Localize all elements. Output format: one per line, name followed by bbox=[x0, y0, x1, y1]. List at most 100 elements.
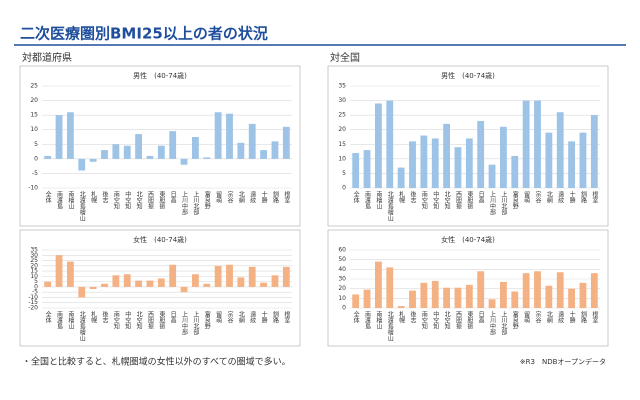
bar bbox=[352, 294, 360, 308]
bar bbox=[44, 281, 52, 287]
x-tick-label: 根室 bbox=[591, 310, 598, 323]
bar bbox=[214, 112, 222, 159]
y-tick-label: -20 bbox=[28, 305, 38, 312]
bar bbox=[169, 131, 177, 159]
x-tick-label: 西胆振 bbox=[454, 311, 461, 330]
slide-title: 二次医療圏別BMI25以上の者の状況 bbox=[20, 25, 268, 43]
x-tick-label: 上川中部 bbox=[181, 310, 188, 336]
x-tick-label: 上川北部 bbox=[500, 190, 507, 216]
bar bbox=[511, 155, 519, 188]
x-tick-label: 札幌 bbox=[90, 190, 97, 204]
x-tick-label: 上川中部 bbox=[181, 190, 188, 216]
y-tick-label: 0 bbox=[342, 185, 346, 192]
y-tick-label: -5 bbox=[32, 170, 38, 177]
bar bbox=[123, 145, 131, 159]
bar bbox=[44, 155, 52, 159]
x-tick-label: 宗谷 bbox=[534, 190, 541, 204]
bar bbox=[226, 264, 233, 287]
bar bbox=[477, 271, 485, 308]
bar bbox=[203, 157, 211, 159]
x-tick-label: 宗谷 bbox=[534, 310, 541, 324]
y-tick-label: 5 bbox=[342, 170, 346, 177]
y-tick-label: 20 bbox=[338, 285, 346, 292]
x-tick-label: 根室 bbox=[283, 310, 290, 323]
bar bbox=[271, 275, 279, 287]
x-tick-label: 日高 bbox=[477, 311, 484, 324]
x-tick-label: 全体 bbox=[44, 190, 51, 204]
x-tick-label: 富良野 bbox=[511, 310, 518, 329]
y-tick-label: 10 bbox=[338, 155, 346, 162]
x-tick-label: 北空知 bbox=[443, 190, 450, 210]
bar bbox=[67, 112, 74, 159]
x-tick-label: 後志 bbox=[409, 310, 416, 323]
x-tick-label: 西胆振 bbox=[146, 311, 153, 330]
x-tick-label: 北網 bbox=[237, 190, 244, 204]
x-tick-label: 十勝 bbox=[568, 310, 575, 324]
bar bbox=[192, 274, 199, 287]
y-tick-label: 0 bbox=[342, 305, 346, 312]
bar bbox=[260, 282, 267, 287]
x-tick-label: 留萌 bbox=[215, 190, 222, 204]
x-tick-label: 東胆振 bbox=[158, 190, 165, 210]
bar bbox=[192, 137, 199, 159]
x-tick-label: 日高 bbox=[169, 191, 176, 204]
y-tick-label: 30 bbox=[30, 252, 38, 259]
y-tick-label: 15 bbox=[30, 268, 38, 275]
bar bbox=[260, 150, 267, 159]
y-tick-label: 0 bbox=[34, 155, 38, 162]
chart-frame bbox=[19, 229, 301, 347]
x-tick-label: 南渡島 bbox=[364, 310, 371, 330]
x-tick-label: 南渡島 bbox=[56, 310, 63, 330]
x-tick-label: 富良野 bbox=[203, 310, 210, 329]
x-tick-label: 札幌 bbox=[398, 190, 405, 204]
x-tick-label: 札幌 bbox=[90, 310, 97, 324]
bar bbox=[420, 282, 428, 308]
bar bbox=[522, 273, 530, 308]
x-tick-label: 留萌 bbox=[215, 310, 222, 324]
x-tick-label: 南空知 bbox=[420, 310, 427, 330]
x-tick-label: 上川北部 bbox=[192, 310, 199, 336]
y-tick-label: 5 bbox=[34, 278, 38, 285]
y-tick-label: 10 bbox=[338, 295, 346, 302]
bar bbox=[454, 147, 462, 188]
x-tick-label: 日高 bbox=[477, 191, 484, 204]
x-tick-label: 北渡島檜山 bbox=[386, 310, 393, 342]
x-tick-label: 南檜山 bbox=[67, 190, 74, 210]
bar bbox=[157, 278, 165, 287]
bar bbox=[534, 100, 541, 188]
y-tick-label: 25 bbox=[30, 83, 38, 90]
y-tick-label: 35 bbox=[338, 83, 346, 90]
bar bbox=[545, 132, 553, 188]
x-tick-label: 東胆振 bbox=[158, 310, 165, 330]
x-tick-label: 南渡島 bbox=[56, 190, 63, 210]
bar bbox=[568, 288, 575, 308]
bar bbox=[420, 135, 428, 188]
x-tick-label: 後志 bbox=[101, 310, 108, 323]
x-tick-label: 上川北部 bbox=[192, 190, 199, 216]
x-tick-label: 宗谷 bbox=[226, 310, 233, 324]
x-tick-label: 十勝 bbox=[568, 190, 575, 204]
x-tick-label: 北渡島檜山 bbox=[386, 190, 393, 222]
x-tick-label: 釧路 bbox=[579, 310, 586, 324]
x-tick-label: 全体 bbox=[44, 310, 51, 324]
bar bbox=[123, 274, 131, 287]
x-tick-label: 北空知 bbox=[135, 310, 142, 330]
x-tick-label: 根室 bbox=[283, 190, 290, 203]
bar bbox=[522, 100, 530, 188]
bar bbox=[397, 306, 405, 308]
chart-title: 男性 (40-74歳) bbox=[133, 71, 187, 80]
x-tick-label: 西胆振 bbox=[146, 191, 153, 210]
bar bbox=[248, 123, 256, 159]
x-tick-label: 北渡島檜山 bbox=[78, 310, 85, 342]
chart-title: 男性 (40-74歳) bbox=[441, 71, 495, 80]
x-tick-label: 南檜山 bbox=[375, 190, 382, 210]
x-tick-label: 南空知 bbox=[420, 190, 427, 210]
x-tick-label: 北網 bbox=[545, 310, 552, 324]
bar bbox=[431, 138, 439, 188]
y-tick-label: 10 bbox=[30, 126, 38, 133]
x-tick-label: 宗谷 bbox=[226, 190, 233, 204]
x-tick-label: 北網 bbox=[545, 190, 552, 204]
y-tick-label: 30 bbox=[338, 97, 346, 104]
x-tick-label: 南空知 bbox=[112, 190, 119, 210]
